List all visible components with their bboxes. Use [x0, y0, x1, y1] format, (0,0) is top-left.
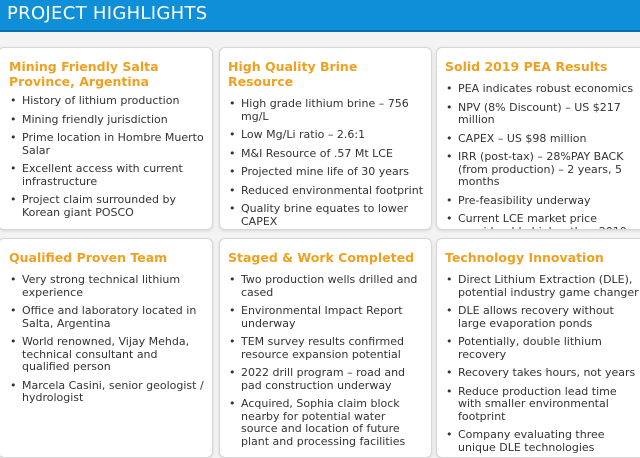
- page-header: PROJECT HIGHLIGHTS: [0, 0, 640, 32]
- list-item: 2022 drill program – road and pad constr…: [228, 366, 423, 392]
- list-item: History of lithium production: [9, 94, 204, 108]
- card-title: High Quality Brine Resource: [228, 59, 358, 89]
- list-item: CAPEX – US $98 million: [445, 132, 640, 146]
- list-item: Office and laboratory located in Salta, …: [9, 304, 204, 330]
- card-mining-friendly: Mining Friendly Salta Province, Argentin…: [0, 47, 213, 230]
- list-item: Two production wells drilled and cased: [228, 273, 423, 299]
- list-item: TEM survey results confirmed resource ex…: [228, 335, 423, 361]
- list-item: Quality brine equates to lower CAPEX: [228, 202, 423, 228]
- list-item: Reduce production lead time with smaller…: [445, 385, 640, 424]
- list-item: High grade lithium brine – 756 mg/L: [228, 97, 423, 123]
- list-item: Environmental Impact Report underway: [228, 304, 423, 330]
- bullet-list: Two production wells drilled and cased E…: [228, 273, 423, 448]
- bullet-list: PEA indicates robust economics NPV (8% D…: [445, 82, 640, 229]
- card-title: Qualified Proven Team: [9, 250, 168, 265]
- card-work-completed: Staged & Work Completed Two production w…: [219, 238, 432, 458]
- list-item: Direct Lithium Extraction (DLE), potenti…: [445, 273, 640, 299]
- list-item: Pre-feasibility underway: [445, 194, 640, 208]
- list-item: Recovery takes hours, not years: [445, 366, 640, 380]
- bullet-list: Very strong technical lithium experience…: [9, 273, 204, 405]
- card-technology-innovation: Technology Innovation Direct Lithium Ext…: [436, 238, 640, 458]
- list-item: Current LCE market price considerably hi…: [445, 212, 640, 229]
- card-title: Technology Innovation: [445, 250, 604, 265]
- list-item: DLE allows recovery without large evapor…: [445, 304, 640, 330]
- list-item: Excellent access with current infrastruc…: [9, 162, 204, 188]
- list-item: Prime location in Hombre Muerto Salar: [9, 131, 204, 157]
- page-title: PROJECT HIGHLIGHTS: [7, 3, 208, 24]
- list-item: PEA indicates robust economics: [445, 82, 640, 96]
- list-item: Mining friendly jurisdiction: [9, 113, 204, 127]
- card-brine-resource: High Quality Brine Resource High grade l…: [219, 47, 432, 230]
- list-item: Potentially, double lithium recovery: [445, 335, 640, 361]
- list-item: Marcela Casini, senior geologist / hydro…: [9, 379, 204, 405]
- list-item: Low Mg/Li ratio – 2.6:1: [228, 128, 423, 142]
- list-item: Projected mine life of 30 years: [228, 165, 423, 179]
- list-item: NPV (8% Discount) – US $217 million: [445, 101, 640, 127]
- card-proven-team: Qualified Proven Team Very strong techni…: [0, 238, 213, 458]
- card-title: Staged & Work Completed: [228, 250, 415, 265]
- bullet-list: History of lithium production Mining fri…: [9, 94, 204, 219]
- list-item: M&I Resource of .57 Mt LCE: [228, 147, 423, 161]
- list-item: World renowned, Vijay Mehda, technical c…: [9, 335, 204, 374]
- list-item: Acquired, Sophia claim block nearby for …: [228, 397, 423, 448]
- list-item: Project claim surrounded by Korean giant…: [9, 193, 204, 219]
- list-item: Very strong technical lithium experience: [9, 273, 204, 299]
- list-item: IRR (post-tax) – 28%PAY BACK (from produ…: [445, 150, 640, 189]
- card-title: Solid 2019 PEA Results: [445, 59, 608, 74]
- bullet-list: Direct Lithium Extraction (DLE), potenti…: [445, 273, 640, 454]
- list-item: Reduced environmental footprint: [228, 184, 423, 198]
- card-pea-results: Solid 2019 PEA Results PEA indicates rob…: [436, 47, 640, 230]
- card-title: Mining Friendly Salta Province, Argentin…: [9, 59, 159, 89]
- list-item: Company evaluating three unique DLE tech…: [445, 428, 640, 454]
- bullet-list: High grade lithium brine – 756 mg/L Low …: [228, 97, 423, 228]
